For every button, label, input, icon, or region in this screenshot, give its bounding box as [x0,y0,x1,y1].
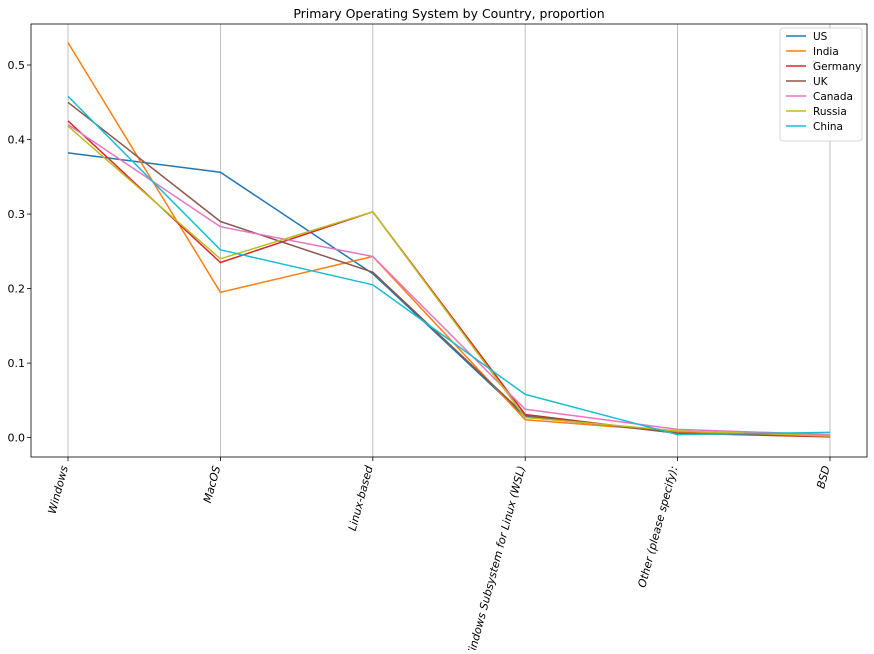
series-line-china [67,95,831,436]
legend-label: UK [813,76,829,88]
legend-label: Germany [813,61,861,73]
y-tick-label: 0.0 [8,432,26,445]
legend-label: India [813,46,839,58]
legend-box [779,27,863,142]
legend-label: Russia [813,106,847,118]
x-tick-label: BSD [814,464,833,490]
x-tick-label: Windows Subsystem for Linux (WSL) [463,464,528,650]
legend: US India Germany UK Canada Russia China [779,27,863,142]
chart-title: Primary Operating System by Country, pro… [293,6,604,21]
x-tick-label: Other (please specify): [635,464,680,589]
x-tick-label: Linux-based [346,463,376,532]
series-line-uk [67,101,831,437]
series-layer [67,42,831,438]
y-tick-label: 0.2 [8,283,26,296]
series-line-india [67,42,831,437]
y-tick-label: 0.5 [8,59,26,72]
x-tick-label: Windows [46,464,71,515]
series-line-canada [67,123,831,436]
axes-layer: Windows MacOS Linux-based Windows Subsystem… [8,23,868,654]
y-tick-label: 0.3 [8,208,26,221]
y-tick-label: 0.1 [8,357,26,370]
series-line-germany [67,120,831,438]
series-line-russia [67,125,831,437]
plot-frame [30,23,868,458]
legend-label: Canada [813,91,853,103]
legend-label: US [813,31,828,43]
grid-layer [67,24,831,457]
x-tick-label: MacOS [201,464,223,504]
y-tick-label: 0.4 [8,134,26,147]
series-line-us [67,152,831,437]
legend-label: China [813,121,843,133]
